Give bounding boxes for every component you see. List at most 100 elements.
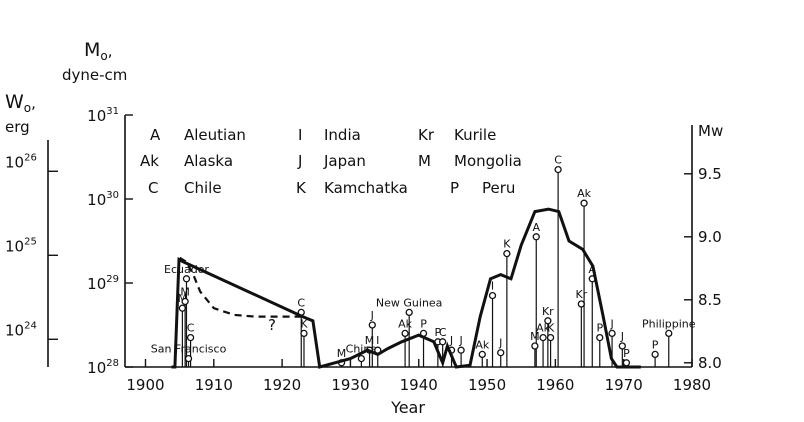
x-tick-label-1910: 1910	[195, 376, 233, 394]
event-label-p-15: P	[435, 326, 442, 339]
event-label-c-5: C	[297, 296, 305, 309]
legend-name-alaska: Alaska	[184, 152, 233, 170]
mw-axis-title: Mw	[698, 122, 723, 140]
event-point-m-1	[178, 304, 187, 312]
event-point-p-35	[622, 359, 631, 367]
event-point-c-16	[439, 338, 447, 346]
legend-name-kamchatka: Kamchatka	[324, 179, 408, 197]
x-tick-label-1970: 1970	[605, 376, 643, 394]
event-label-m-7: M	[337, 347, 347, 360]
w0-axis-title: Wo,	[5, 91, 36, 115]
event-point-m-24	[531, 342, 539, 350]
event-point-ak-12	[401, 329, 409, 338]
m0-tick-label-28: 1028	[87, 358, 119, 377]
event-point-philippine-37	[665, 329, 673, 338]
event-label-j-34: J	[620, 330, 624, 343]
legend-code-alaska: Ak	[140, 152, 159, 170]
legend-code-chile: C	[148, 179, 158, 197]
event-point-j-33	[608, 329, 616, 338]
event-label-kr-26: Kr	[542, 305, 554, 318]
event-point-kr-26	[544, 317, 552, 325]
event-label-m-2: M	[180, 285, 190, 298]
legend-code-mongolia: M	[418, 152, 431, 170]
event-point-ak-19	[478, 350, 486, 359]
event-point-i-20	[488, 291, 497, 300]
w0-axis-unit: erg	[5, 118, 30, 136]
event-label-j-17: J	[449, 334, 453, 347]
event-point-kr-29	[577, 300, 585, 308]
event-label-p-14: P	[420, 317, 427, 330]
legend-name-chile: Chile	[184, 179, 222, 197]
event-label-ak-25: Ak	[536, 322, 551, 335]
event-label-kr-29: Kr	[575, 288, 587, 301]
legend-name-japan: Japan	[323, 152, 366, 170]
w0-tick-label-24: 1024	[5, 320, 37, 339]
event-point-k-6	[300, 329, 308, 338]
event-label-k-27: K	[547, 322, 555, 335]
x-tick-label-1980: 1980	[673, 376, 711, 394]
event-point-china-8	[357, 354, 366, 363]
x-tick-label-1930: 1930	[331, 376, 369, 394]
dashed-curve-annotation: ?	[268, 316, 276, 334]
event-label-p-36: P	[652, 338, 659, 351]
event-label-p-35: P	[623, 347, 630, 360]
event-point-p-32	[596, 333, 604, 342]
w0-ticks: 1024 1025 1026	[5, 152, 58, 340]
mw-ticks: 8.0 8.5 9.0 9.5	[684, 165, 722, 372]
event-label-j-10: J	[370, 309, 374, 322]
event-label-c-28: C	[554, 154, 562, 167]
event-point-k-27	[546, 333, 555, 342]
event-label-m-24: M	[530, 330, 540, 343]
m0-tick-label-31: 1031	[87, 106, 119, 125]
legend-code-peru: P	[450, 179, 459, 197]
event-point-c-28	[554, 165, 562, 174]
mw-tick-label-9-5: 9.5	[698, 165, 722, 183]
event-point-ecuador-0	[182, 275, 191, 283]
m0-axis-title: Mo,	[84, 39, 113, 63]
dashed-curve	[179, 256, 303, 318]
event-label-j-33: J	[609, 317, 613, 330]
event-point-j-21	[497, 349, 505, 357]
solid-curve	[171, 207, 641, 369]
legend-code-kurile: Kr	[418, 126, 435, 144]
event-label-m-9: M	[365, 334, 375, 347]
legend-code-kamchatka: K	[296, 179, 307, 197]
event-label-p-32: P	[596, 322, 603, 335]
event-point-j-18	[457, 346, 465, 354]
x-tick-label-1920: 1920	[263, 376, 301, 394]
event-point-p-36	[651, 350, 659, 359]
event-label-k-22: K	[503, 238, 511, 251]
event-label-a-23: A	[532, 221, 540, 234]
w0-tick-label-25: 1025	[5, 236, 37, 255]
event-label-c-16: C	[439, 326, 447, 339]
event-point-new-guinea-13	[405, 308, 413, 317]
event-point-san-francisco-4	[184, 354, 193, 363]
event-label-j-18: J	[458, 334, 462, 347]
m0-tick-label-29: 1029	[87, 274, 119, 293]
x-axis-title: Year	[390, 398, 425, 417]
mw-tick-label-8-0: 8.0	[698, 354, 722, 372]
event-label-new-guinea-13: New Guinea	[376, 296, 443, 309]
event-point-j-34	[618, 342, 626, 350]
mw-tick-label-9-0: 9.0	[698, 228, 722, 246]
event-label-k-6: K	[300, 317, 308, 330]
event-point-j-10	[368, 321, 376, 329]
event-label-philippine-37: Philippine	[642, 317, 696, 330]
event-label-san-francisco-4: San Francisco	[151, 343, 227, 356]
event-label-ak-30: Ak	[577, 187, 592, 200]
event-label-j-21: J	[498, 337, 502, 350]
event-point-ak-30	[580, 199, 588, 207]
event-label-i-20: I	[491, 280, 494, 293]
event-point-ak-25	[539, 333, 547, 342]
legend-code-aleutian: A	[150, 126, 161, 144]
legend-code-india: I	[298, 126, 302, 144]
legend-name-india: India	[324, 126, 361, 144]
x-tick-label-1900: 1900	[126, 376, 164, 394]
legend-code-japan: J	[297, 152, 302, 170]
x-tick-label-1940: 1940	[400, 376, 438, 394]
event-label-c-3: C	[187, 322, 195, 335]
event-label-ak-12: Ak	[398, 317, 413, 330]
event-label-ak-19: Ak	[475, 338, 490, 351]
